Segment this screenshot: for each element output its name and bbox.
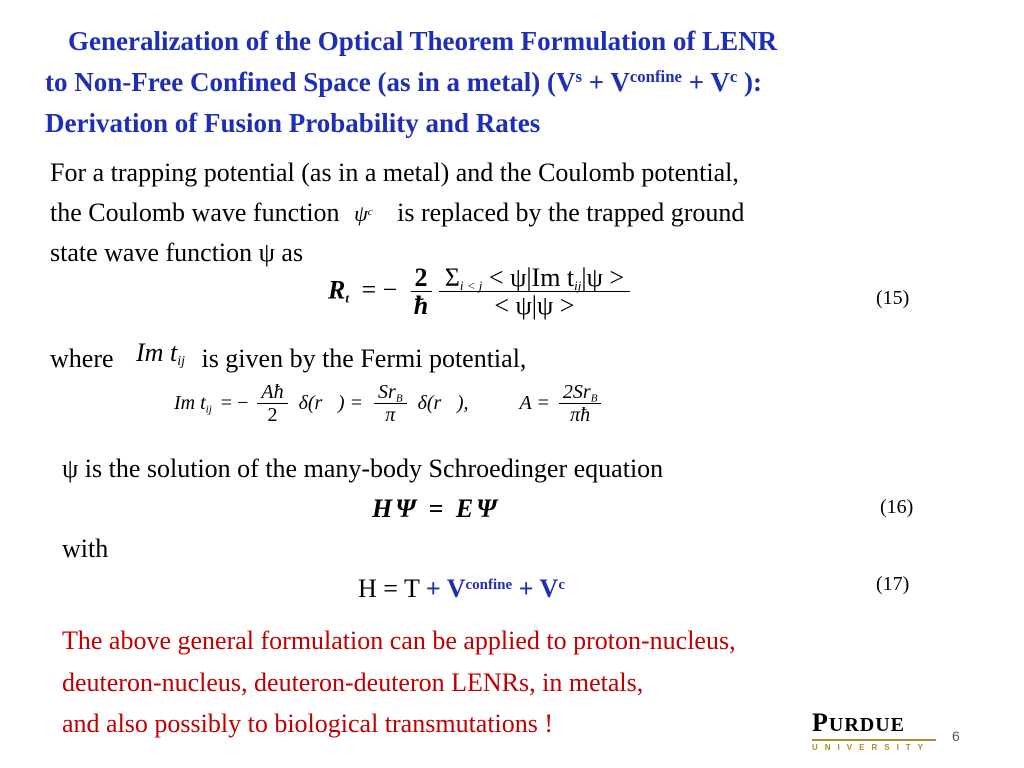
para1-line2: the Coulomb wave function ψc is replaced… [50,198,745,227]
equation-16-number: (16) [880,496,914,518]
fermi-equation: Im tij = − Aħ 2 δ(r⃗) = SrB π δ(r⃗), A = 2… [174,382,602,426]
psi-c-symbol: ψc [354,201,373,226]
title-line-1: Generalization of the Optical Theorem Fo… [68,26,778,56]
im-t-symbol: Im tij [136,338,185,370]
equation-15-number: (15) [876,287,910,309]
title-line-2: to Non-Free Confined Space (as in a meta… [45,66,763,97]
equation-17: H = T + Vconfine + Vc [358,574,565,603]
with-word: with [62,534,109,563]
conclusion-line2: deuteron-nucleus, deuteron-deuteron LENR… [62,668,644,697]
logo-divider [812,739,936,741]
where-line: where Im tij is given by the Fermi poten… [50,338,527,373]
para1-line1: For a trapping potential (as in a metal)… [50,158,739,187]
equation-16: HΨ = EΨ [372,494,500,523]
equation-15: Rt = − 2 ħ Σi < j < ψ|Im tij|ψ > < ψ|ψ > [328,264,631,321]
purdue-logo: PURDUE UNIVERSITY [812,708,940,752]
conclusion-line3: and also possibly to biological transmut… [62,709,554,738]
equation-17-number: (17) [876,573,910,595]
para1-line3: state wave function ψ as [50,238,304,267]
purdue-university-label: UNIVERSITY [812,743,931,752]
title-line-3: Derivation of Fusion Probability and Rat… [45,108,541,138]
purdue-wordmark: PURDUE [812,708,906,737]
slide-number: 6 [952,728,960,744]
psi-solution-line: ψ is the solution of the many-body Schro… [62,454,664,483]
conclusion-line1: The above general formulation can be app… [62,626,736,655]
